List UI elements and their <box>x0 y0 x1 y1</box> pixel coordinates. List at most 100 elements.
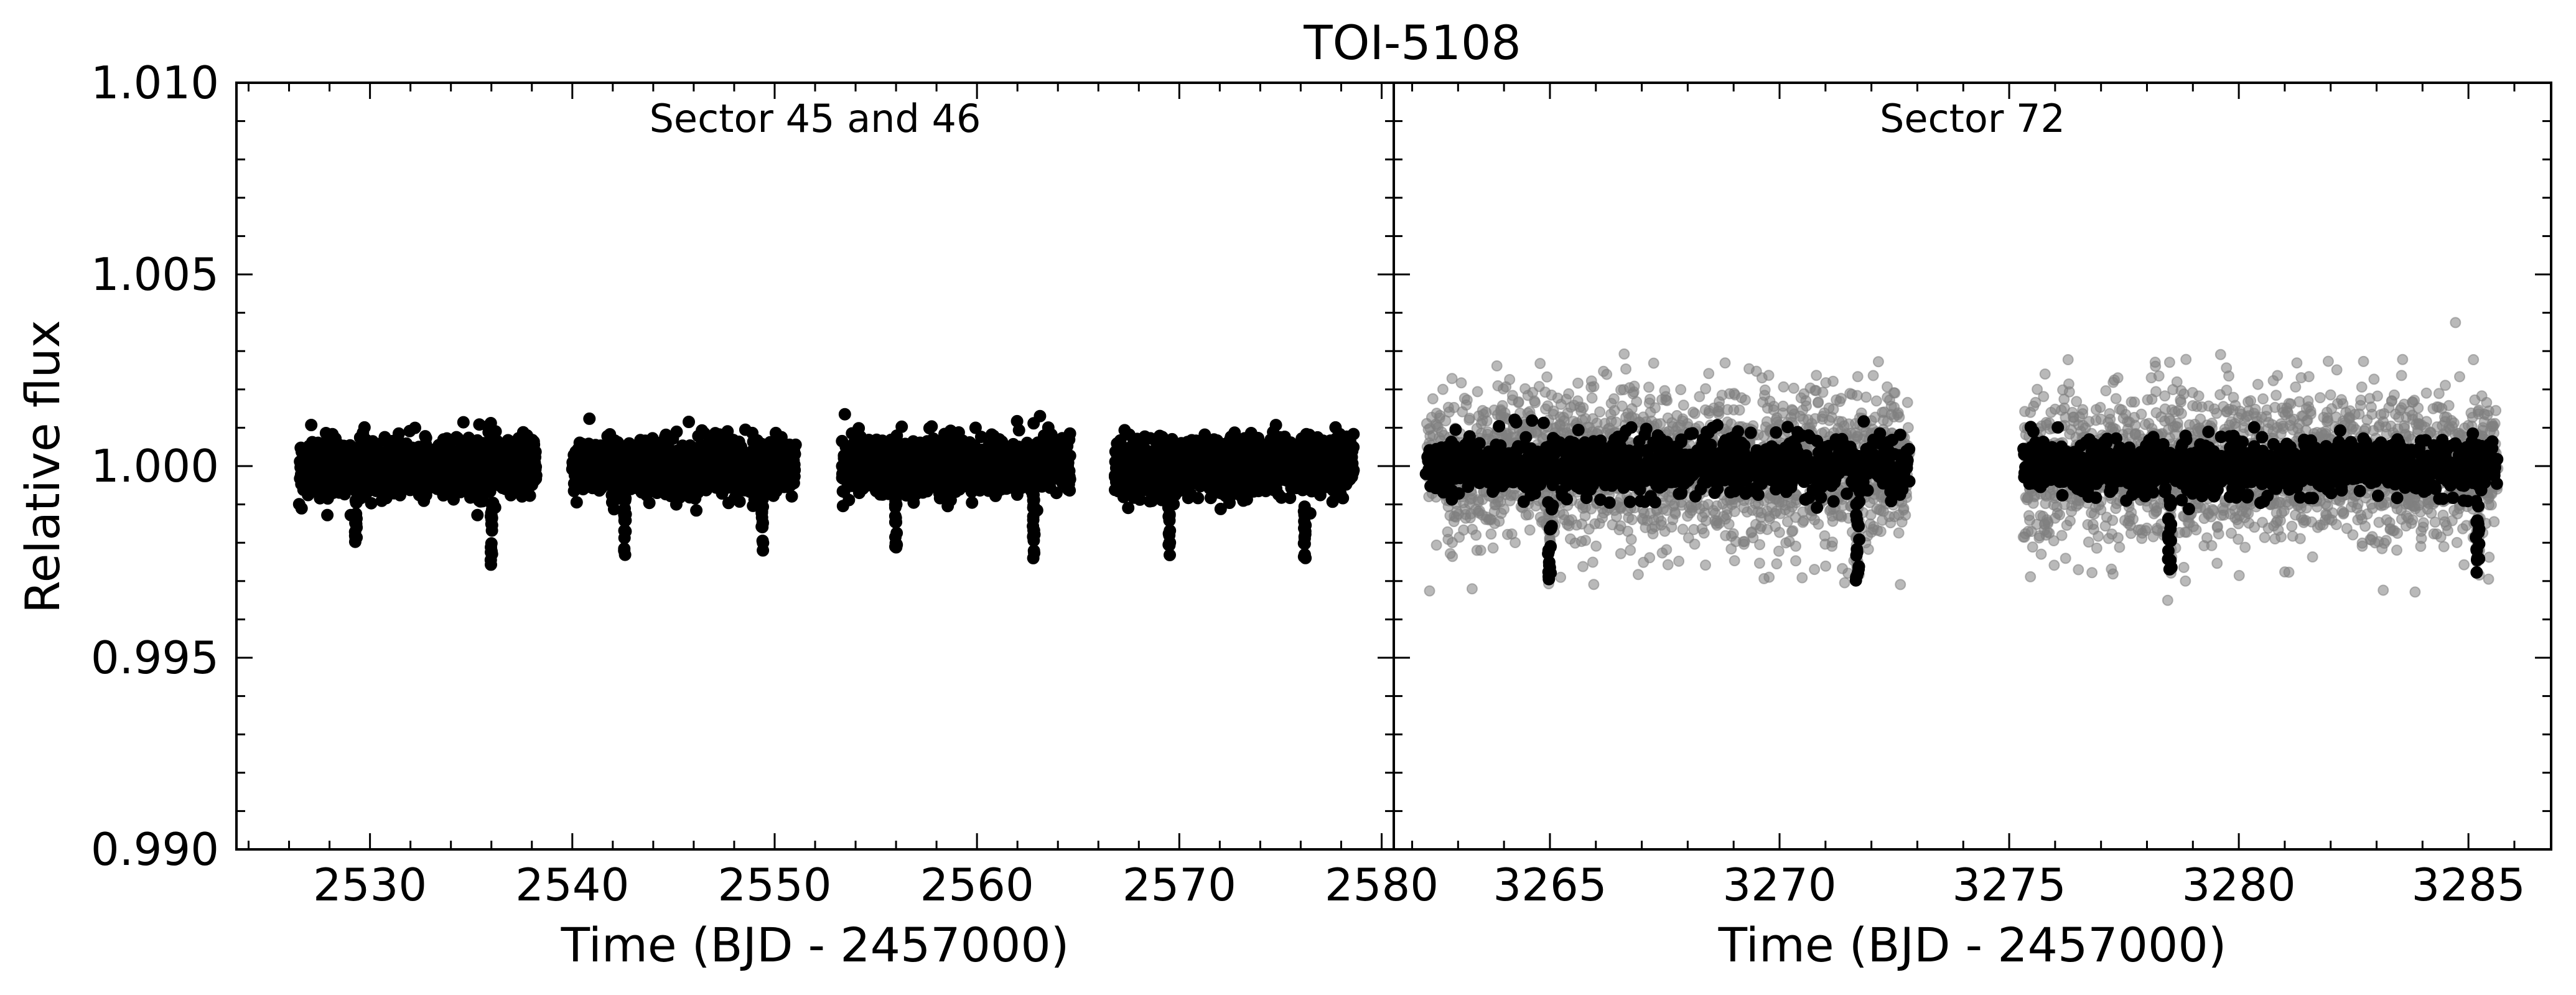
binned-flux-point <box>570 496 583 509</box>
binned-flux-point-transit <box>618 544 631 557</box>
panel-sector-45-46-label: Sector 45 and 46 <box>650 96 981 141</box>
binned-flux-point-transit <box>756 486 769 499</box>
panel-sector-45-46-points <box>292 408 1360 571</box>
binned-flux-point-transit <box>618 524 631 537</box>
binned-flux-point <box>1063 449 1076 462</box>
binned-flux-point-transit <box>1162 510 1175 523</box>
binned-flux-point <box>690 504 703 517</box>
unbinned-flux-point <box>1455 377 1467 389</box>
binned-flux-point <box>419 431 432 444</box>
binned-flux-point <box>1346 463 1360 476</box>
binned-flux-point-transit <box>889 501 902 514</box>
binned-flux-point <box>733 495 746 508</box>
x-tick-label: 2530 <box>313 859 427 911</box>
binned-flux-point <box>788 464 801 477</box>
binned-flux-point-transit <box>350 485 363 498</box>
x-tick-label: 2540 <box>515 859 629 911</box>
binned-flux-point <box>925 420 938 433</box>
binned-flux-point <box>1063 427 1076 440</box>
binned-flux-point-transit <box>1298 515 1311 528</box>
unbinned-flux-point <box>1513 396 1524 408</box>
binned-flux-point <box>530 469 543 482</box>
binned-flux-point <box>457 416 470 429</box>
unbinned-flux-point <box>1463 413 1475 424</box>
binned-flux-point <box>394 488 406 502</box>
binned-flux-point-transit <box>1164 536 1177 549</box>
binned-flux-point <box>1063 473 1076 486</box>
unbinned-flux-point <box>1447 551 1458 563</box>
binned-flux-point <box>409 421 421 434</box>
binned-flux-point-transit <box>618 491 632 504</box>
unbinned-flux-point <box>1504 374 1516 385</box>
unbinned-flux-point <box>1430 540 1442 551</box>
binned-flux-point-transit <box>1027 488 1040 502</box>
binned-flux-point <box>966 496 979 509</box>
binned-flux-point-transit <box>484 510 497 523</box>
binned-flux-point-transit <box>890 541 903 554</box>
binned-flux-point-transit <box>1299 528 1312 541</box>
binned-flux-point-transit <box>1027 534 1040 547</box>
binned-flux-point-transit <box>350 496 363 509</box>
binned-flux-point-transit <box>755 507 768 520</box>
binned-flux-point <box>895 420 908 433</box>
binned-flux-point <box>392 427 405 440</box>
binned-flux-point-transit <box>1027 544 1040 558</box>
binned-flux-point-transit <box>348 510 362 523</box>
binned-flux-point <box>321 508 334 521</box>
panel-sector-45-46: 2530 2540 2550 2560 2570 25800.9900.9951.0001… <box>91 57 1439 973</box>
binned-flux-point <box>789 438 802 451</box>
binned-flux-point-transit <box>1027 520 1040 533</box>
unbinned-flux-point <box>1427 393 1439 404</box>
binned-flux-point-transit <box>1164 548 1176 561</box>
binned-flux-point <box>1134 493 1146 506</box>
unbinned-flux-point <box>1481 415 1493 427</box>
binned-flux-point <box>838 408 851 421</box>
binned-flux-point-transit <box>350 521 363 534</box>
x-tick-label: 2570 <box>1122 859 1236 911</box>
binned-flux-point <box>1192 492 1205 505</box>
binned-flux-point-transit <box>485 558 497 571</box>
y-axis-title: Relative flux <box>15 320 70 614</box>
binned-flux-point <box>1337 492 1350 505</box>
y-tick-label: 1.010 <box>91 57 219 109</box>
figure-title: TOI-5108 <box>1303 15 1521 70</box>
unbinned-flux-point <box>1424 585 1435 597</box>
unbinned-flux-point <box>1510 537 1521 548</box>
binned-flux-point <box>1347 441 1360 454</box>
binned-flux-point <box>1269 419 1282 432</box>
unbinned-flux-point <box>1485 528 1497 540</box>
binned-flux-point <box>842 493 856 507</box>
binned-flux-point <box>643 497 656 510</box>
unbinned-flux-point <box>1446 373 1458 385</box>
binned-flux-point <box>670 425 683 438</box>
y-tick-label: 1.005 <box>91 248 219 301</box>
binned-flux-point-transit <box>890 488 903 502</box>
binned-flux-point <box>471 508 484 521</box>
unbinned-flux-point <box>1498 503 1510 515</box>
binned-flux-point-transit <box>1297 550 1310 563</box>
binned-flux-point <box>1034 409 1047 423</box>
binned-flux-point-transit <box>619 514 632 527</box>
binned-flux-point <box>607 503 620 516</box>
binned-flux-point <box>583 412 596 425</box>
binned-flux-point-transit <box>755 520 768 533</box>
y-tick-label: 1.000 <box>91 440 219 492</box>
binned-flux-point <box>358 421 371 434</box>
unbinned-flux-point <box>1466 583 1478 595</box>
binned-flux-point <box>1063 484 1076 497</box>
y-tick-label: 0.995 <box>91 632 219 684</box>
panel-sector-45-46-x-axis-title: Time (BJD - 2457000) <box>561 917 1070 973</box>
binned-flux-point <box>1012 424 1025 437</box>
binned-flux-point <box>1347 427 1360 441</box>
unbinned-flux-point <box>1437 383 1449 395</box>
binned-flux-point <box>365 497 378 510</box>
binned-flux-point <box>305 419 318 431</box>
binned-flux-point <box>683 416 695 428</box>
unbinned-flux-point <box>1470 530 1482 541</box>
binned-flux-point <box>295 502 308 515</box>
x-tick-label: 2560 <box>920 859 1034 911</box>
unbinned-flux-point <box>1475 544 1486 556</box>
binned-flux-point <box>523 489 536 502</box>
unbinned-flux-point <box>1487 542 1499 554</box>
